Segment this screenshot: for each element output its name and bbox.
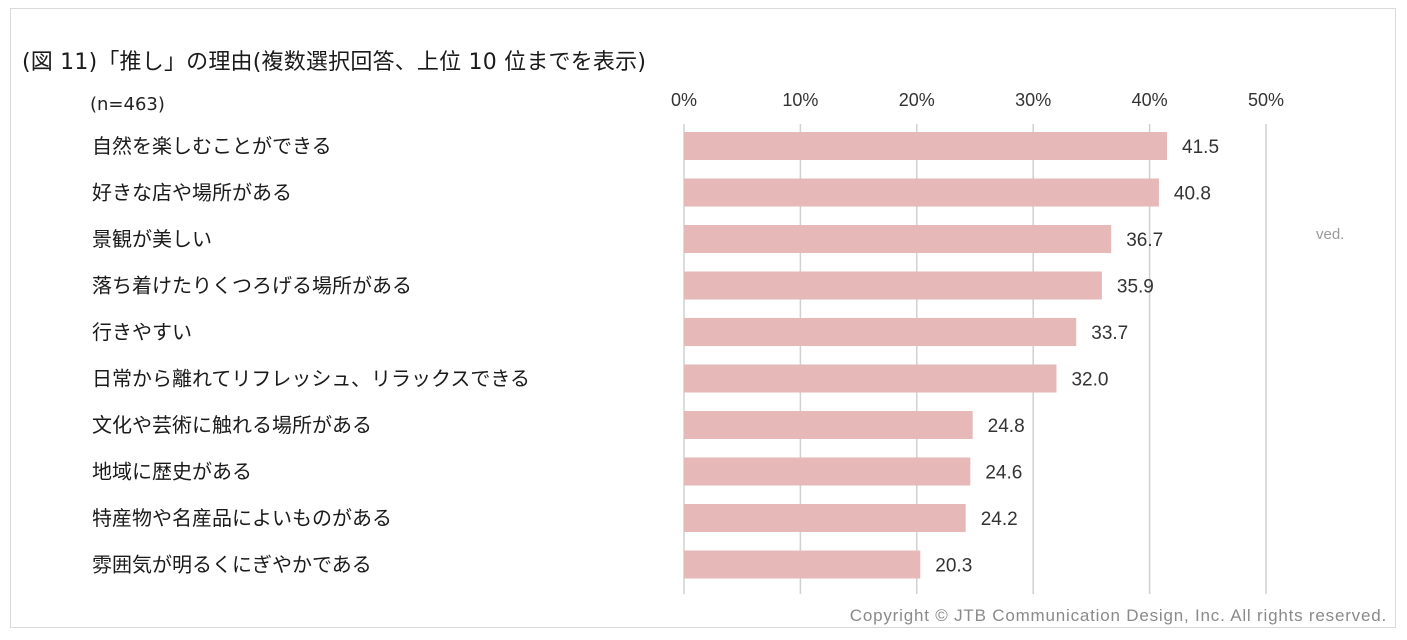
value-label: 32.0 [1071, 370, 1108, 391]
bar [684, 178, 1159, 207]
x-tick-label: 20% [899, 90, 935, 110]
category-label: 雰囲気が明るくにぎやかである [92, 553, 372, 577]
bar [684, 132, 1168, 160]
value-labels: 41.5 40.8 36.7 35.9 33.7 32.0 24.8 24.6 24.2 20.3 [935, 137, 1219, 577]
x-tick-label: 50% [1248, 90, 1284, 110]
category-label: 景観が美しい [92, 227, 212, 251]
bar [684, 318, 1077, 346]
category-label: 地域に歴史がある [92, 460, 252, 484]
x-tick-label: 0% [671, 90, 697, 110]
category-label: 特産物や名産品によいものがある [92, 506, 392, 530]
axis-ticks: 0% 10% 20% 30% 40% 50% [671, 90, 1284, 110]
value-label: 36.7 [1126, 230, 1163, 251]
bar [684, 550, 921, 579]
bar [684, 364, 1057, 393]
value-label: 24.6 [985, 463, 1022, 484]
category-label: 行きやすい [92, 320, 192, 344]
category-label: 日常から離れてリフレッシュ、リラックスできる [92, 367, 530, 391]
value-label: 41.5 [1182, 137, 1219, 158]
category-label: 文化や芸術に触れる場所がある [92, 413, 372, 437]
overlapped-copyright-fragment: ved. [1316, 226, 1345, 243]
category-label: 好きな店や場所がある [92, 181, 292, 205]
value-label: 40.8 [1174, 184, 1211, 205]
value-label: 33.7 [1091, 323, 1128, 344]
x-tick-label: 30% [1015, 90, 1051, 110]
value-label: 35.9 [1117, 277, 1154, 298]
chart-frame [10, 8, 1396, 628]
value-label: 24.2 [981, 509, 1018, 530]
bar [684, 271, 1102, 300]
bar [684, 411, 973, 439]
value-label: 24.8 [988, 416, 1025, 437]
bar [684, 504, 966, 532]
x-tick-label: 40% [1132, 90, 1168, 110]
x-tick-label: 10% [782, 90, 818, 110]
category-label: 自然を楽しむことができる [92, 134, 332, 158]
category-labels: 自然を楽しむことができる好きな店や場所がある景観が美しい落ち着けたりくつろげる場… [92, 134, 530, 577]
copyright-notice: Copyright © JTB Communication Design, In… [849, 606, 1387, 625]
bar [684, 457, 971, 486]
bars [684, 132, 1168, 579]
category-label: 落ち着けたりくつろげる場所がある [92, 274, 412, 298]
sample-size: (n=463) [90, 94, 165, 115]
chart-title: (図 11)「推し」の理由(複数選択回答、上位 10 位までを表示) [22, 50, 647, 75]
bar [684, 225, 1112, 253]
value-label: 20.3 [935, 556, 972, 577]
